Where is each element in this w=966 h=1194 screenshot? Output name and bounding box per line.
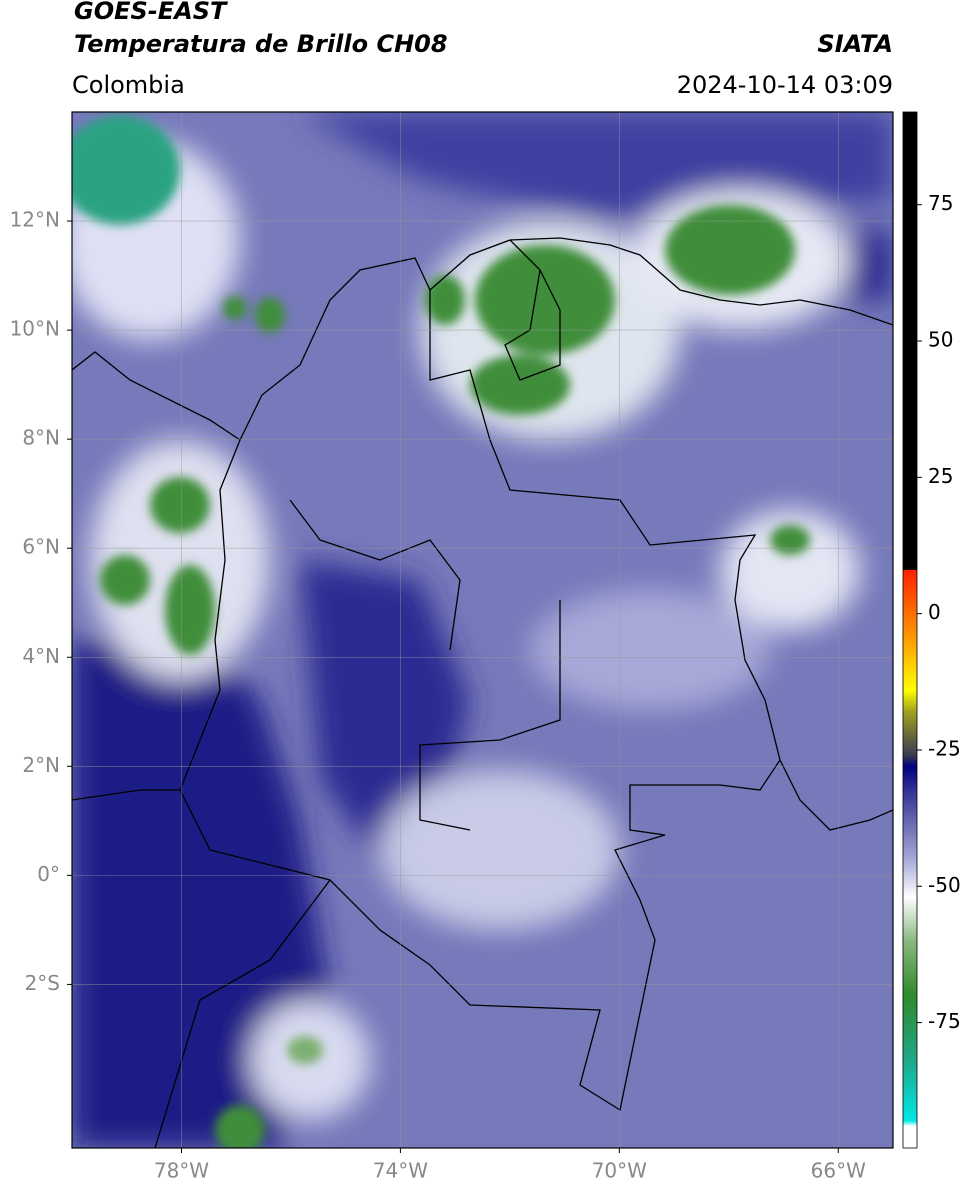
lat-tick-label: 10°N xyxy=(10,317,60,341)
title: GOES-EAST xyxy=(74,0,228,25)
lon-tick-label: 78°W xyxy=(154,1159,209,1183)
source: SIATA xyxy=(817,30,893,58)
lat-tick-label: 6°N xyxy=(22,535,60,559)
lat-tick-label: 0° xyxy=(37,862,60,886)
colorbar-tick-label: 50 xyxy=(928,328,953,352)
lat-tick-label: 2°N xyxy=(22,753,60,777)
colorbar-tick-label: 25 xyxy=(928,464,953,488)
datetime: 2024-10-14 03:09 xyxy=(677,71,893,99)
lat-tick-label: 4°N xyxy=(22,644,60,668)
lon-tick-label: 66°W xyxy=(811,1159,866,1183)
colorbar-tick-label: 75 xyxy=(928,191,953,215)
lat-tick-label: 8°N xyxy=(22,426,60,450)
satellite-image xyxy=(72,112,893,1148)
lat-tick-label: 2°S xyxy=(25,971,60,995)
subtitle: Temperatura de Brillo CH08 xyxy=(74,30,448,58)
colorbar-tick-label: 0 xyxy=(928,600,941,624)
colorbar-tick-label: -75 xyxy=(928,1009,961,1033)
colorbar-tick-label: -25 xyxy=(928,736,961,760)
lon-tick-label: 70°W xyxy=(592,1159,647,1183)
region: Colombia xyxy=(72,71,185,99)
lon-tick-label: 74°W xyxy=(373,1159,428,1183)
map-frame xyxy=(71,111,894,1149)
colorbar xyxy=(902,111,918,1149)
colorbar-tick-label: -50 xyxy=(928,873,961,897)
lat-tick-label: 12°N xyxy=(10,208,60,232)
